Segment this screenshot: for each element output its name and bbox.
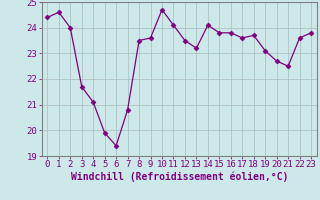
X-axis label: Windchill (Refroidissement éolien,°C): Windchill (Refroidissement éolien,°C) <box>70 172 288 182</box>
